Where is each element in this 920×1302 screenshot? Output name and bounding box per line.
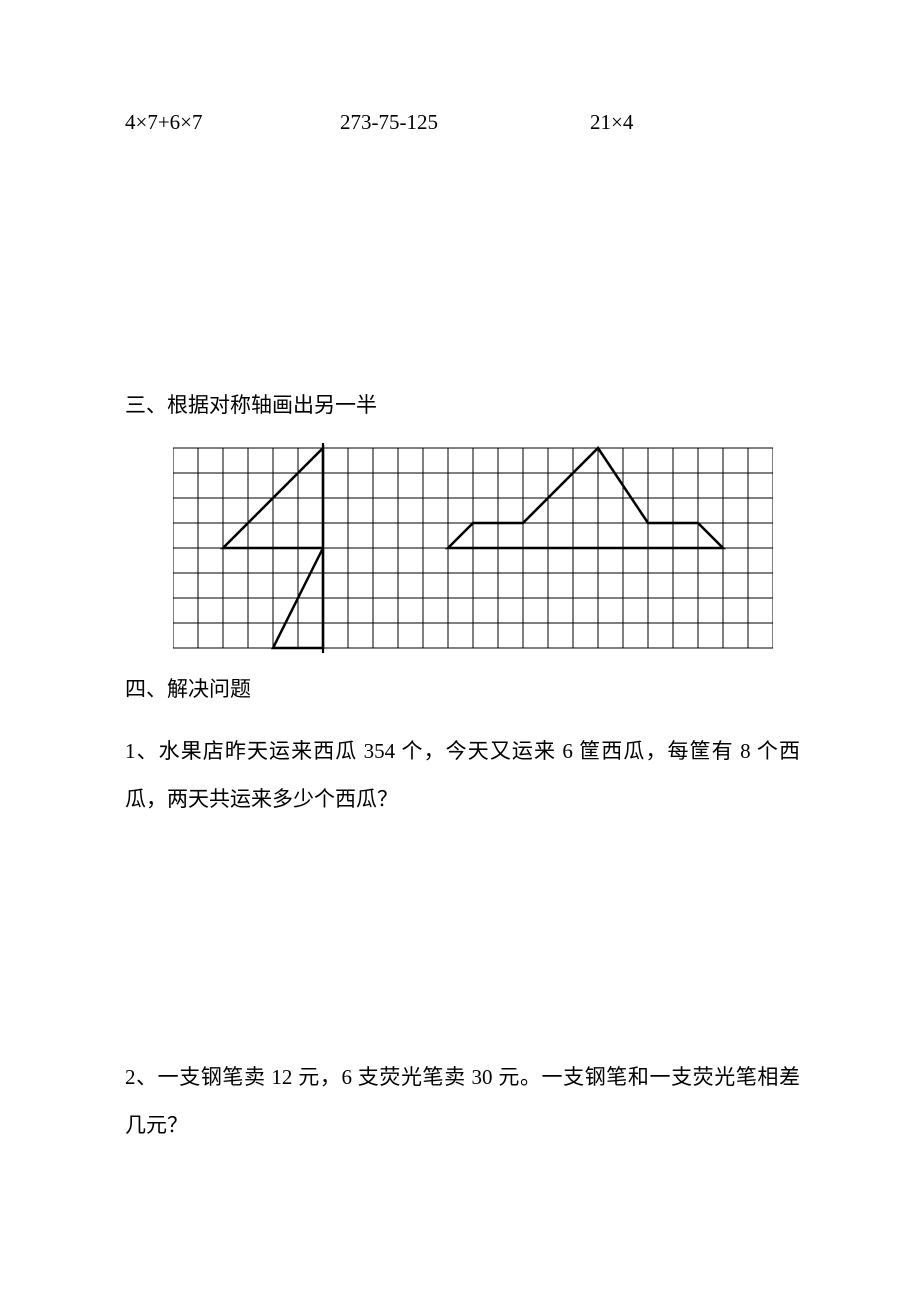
section-4-title: 四、解决问题	[125, 671, 800, 709]
section-3-title: 三、根据对称轴画出另一半	[125, 387, 800, 425]
expression-3: 21×4	[590, 110, 800, 135]
expression-row: 4×7+6×7 273-75-125 21×4	[125, 110, 800, 135]
problem-2: 2、一支钢笔卖 12 元，6 支荧光笔卖 30 元。一支钢笔和一支荧光笔相差几元…	[125, 1053, 800, 1150]
symmetry-grid	[173, 443, 800, 653]
expression-2: 273-75-125	[340, 110, 590, 135]
expression-1: 4×7+6×7	[125, 110, 340, 135]
problem-1: 1、水果店昨天运来西瓜 354 个，今天又运来 6 筐西瓜，每筐有 8 个西瓜，…	[125, 727, 800, 824]
